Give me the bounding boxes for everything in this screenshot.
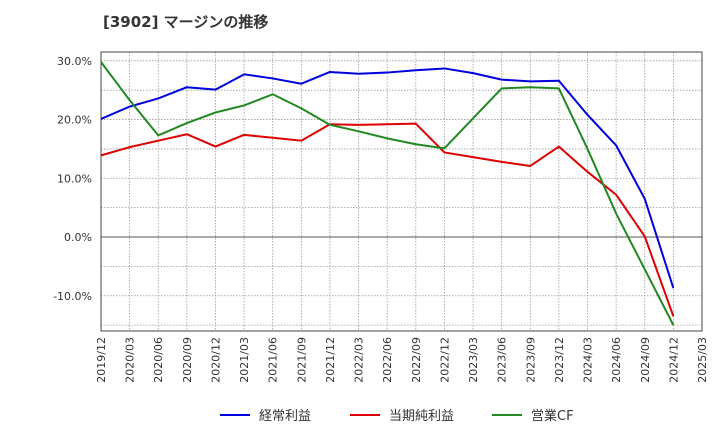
legend-label-keijo: 経常利益 bbox=[259, 409, 312, 424]
legend-item-eigyo-cf: 営業CF bbox=[492, 405, 574, 424]
x-tick-label: 2024/09 bbox=[639, 337, 652, 383]
x-tick-label: 2022/12 bbox=[438, 337, 451, 383]
x-tick-label: 2019/12 bbox=[95, 337, 108, 383]
chart-title: [3902] マージンの推移 bbox=[103, 13, 269, 31]
x-tick-label: 2023/03 bbox=[467, 337, 480, 383]
x-tick-label: 2021/03 bbox=[238, 337, 251, 383]
series-line-0 bbox=[100, 67, 675, 289]
x-tick-label: 2023/06 bbox=[496, 337, 509, 383]
legend-label-junrieki: 当期純利益 bbox=[389, 409, 455, 424]
legend-swatch-junrieki bbox=[350, 413, 380, 416]
x-tick-label: 2020/06 bbox=[152, 337, 165, 383]
x-tick-label: 2024/12 bbox=[667, 337, 680, 383]
x-tick-label: 2022/09 bbox=[410, 337, 423, 383]
y-tick-label: 10.0% bbox=[57, 172, 92, 185]
y-tick-label: -10.0% bbox=[53, 290, 92, 303]
series-line-1 bbox=[100, 122, 675, 317]
x-tick-label: 2022/03 bbox=[353, 337, 366, 383]
line-chart: 30.0% 20.0% 10.0% 0.0% -10.0% 2019/12 2020/03 2… bbox=[53, 51, 709, 383]
x-tick-label: 2020/12 bbox=[209, 337, 222, 383]
y-tick-label: 0.0% bbox=[64, 231, 92, 244]
x-tick-label: 2024/06 bbox=[610, 337, 623, 383]
series-line-2 bbox=[100, 61, 675, 326]
y-tick-label: 30.0% bbox=[57, 55, 92, 68]
x-tick-label: 2021/06 bbox=[267, 337, 280, 383]
x-tick-label: 2023/09 bbox=[524, 337, 537, 383]
x-tick-label: 2022/06 bbox=[381, 337, 394, 383]
x-tick-label: 2021/12 bbox=[324, 337, 337, 383]
x-tick-label: 2021/09 bbox=[295, 337, 308, 383]
legend-label-eigyo-cf: 営業CF bbox=[531, 409, 574, 424]
legend-item-keijo: 経常利益 bbox=[220, 405, 311, 424]
y-tick-label: 20.0% bbox=[57, 114, 92, 127]
x-tick-label: 2020/09 bbox=[181, 337, 194, 383]
x-tick-label: 2025/03 bbox=[696, 337, 709, 383]
legend-swatch-eigyo-cf bbox=[492, 413, 522, 416]
x-tick-label: 2024/03 bbox=[582, 337, 595, 383]
x-tick-label: 2023/12 bbox=[553, 337, 566, 383]
x-tick-label: 2020/03 bbox=[124, 337, 137, 383]
legend: 経常利益 当期純利益 営業CF bbox=[0, 405, 720, 427]
plot-frame bbox=[100, 51, 703, 332]
legend-swatch-keijo bbox=[220, 413, 250, 416]
legend-item-junrieki: 当期純利益 bbox=[350, 405, 454, 424]
